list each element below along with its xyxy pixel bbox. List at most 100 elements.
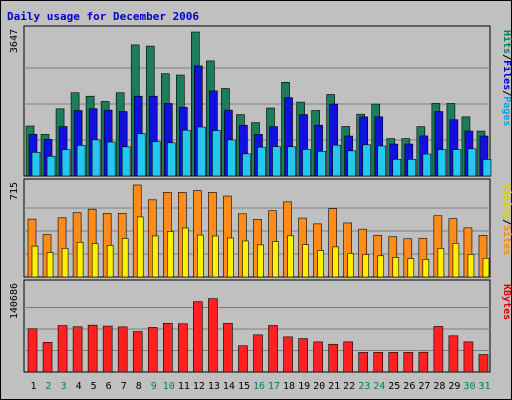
x-tick-18: 18 [283, 381, 295, 392]
x-tick-3: 3 [61, 381, 67, 392]
bar-sites-31 [482, 257, 490, 278]
bar-kbytes-8 [132, 331, 143, 373]
x-tick-11: 11 [178, 381, 190, 392]
panel-max-label: 3647 [9, 29, 20, 53]
chart-title: Daily usage for December 2006 [7, 10, 199, 23]
legend-sites: Sites [501, 225, 512, 255]
bar-kbytes-21 [328, 343, 338, 373]
bar-kbytes-22 [343, 341, 353, 373]
x-tick-31: 31 [478, 381, 490, 392]
bar-pages-16 [257, 146, 266, 177]
panel-legend: KBytes [501, 284, 512, 320]
bar-pages-2 [46, 155, 56, 177]
x-tick-4: 4 [76, 381, 82, 392]
x-tick-29: 29 [448, 381, 460, 392]
bar-pages-20 [317, 151, 326, 177]
bar-sites-8 [136, 216, 144, 278]
bar-sites-25 [392, 257, 400, 278]
legend-hits: Hits [501, 30, 512, 54]
x-tick-15: 15 [238, 381, 250, 392]
bar-sites-4 [76, 241, 84, 278]
x-tick-1: 1 [31, 381, 37, 392]
bar-pages-31 [482, 159, 492, 177]
series-kbytes [27, 298, 489, 373]
bar-kbytes-4 [72, 326, 83, 373]
bar-kbytes-26 [403, 352, 414, 373]
bar-kbytes-7 [117, 326, 128, 373]
x-tick-12: 12 [193, 381, 205, 392]
bar-sites-14 [227, 237, 234, 278]
legend-files: Files [501, 60, 512, 90]
bar-sites-1 [31, 245, 39, 278]
bar-sites-10 [166, 231, 174, 278]
bar-kbytes-2 [42, 341, 53, 373]
bar-sites-7 [121, 238, 129, 278]
x-tick-10: 10 [163, 381, 175, 392]
bar-kbytes-28 [433, 326, 444, 373]
panel-visits: 715 Visits/Sites [9, 178, 512, 278]
bar-pages-9 [151, 141, 161, 177]
x-tick-14: 14 [223, 381, 235, 392]
bar-pages-28 [437, 149, 447, 177]
x-tick-28: 28 [433, 381, 445, 392]
bar-kbytes-16 [253, 334, 263, 373]
x-tick-13: 13 [208, 381, 220, 392]
bar-pages-4 [76, 145, 86, 177]
legend-separator: / [501, 90, 512, 96]
bar-sites-2 [46, 252, 54, 278]
x-tick-24: 24 [373, 381, 385, 392]
bar-sites-12 [197, 234, 204, 278]
bar-pages-7 [121, 146, 131, 177]
bar-sites-16 [257, 244, 264, 278]
legend-pages: Pages [501, 96, 512, 126]
x-tick-25: 25 [388, 381, 400, 392]
bar-sites-23 [362, 254, 370, 278]
bar-kbytes-23 [358, 352, 369, 373]
x-axis-labels: 1 2 3 4 5 6 7 8 9 10 11 12 13 14 15 16 17 18 19 20 21 22 23 24 2… [31, 381, 491, 392]
x-tick-27: 27 [418, 381, 430, 392]
bar-kbytes-13 [208, 298, 218, 373]
bar-kbytes-12 [193, 301, 203, 373]
bar-kbytes-30 [463, 341, 474, 373]
bar-kbytes-31 [478, 354, 489, 373]
panel-legend: Hits/Files/Pages [501, 30, 512, 126]
bar-sites-29 [452, 243, 460, 278]
x-tick-8: 8 [136, 381, 142, 392]
bar-sites-27 [422, 259, 430, 278]
panel-hits: 3647 Hits/Files/Pages [9, 25, 512, 177]
panel-max-label: 715 [9, 182, 20, 200]
legend-separator: / [501, 54, 512, 60]
bar-pages-14 [227, 139, 236, 177]
bar-sites-11 [182, 227, 189, 278]
bar-pages-15 [242, 153, 251, 177]
bar-sites-3 [61, 248, 69, 278]
bar-kbytes-15 [238, 345, 248, 373]
bar-kbytes-5 [87, 324, 98, 373]
x-tick-26: 26 [403, 381, 415, 392]
bar-kbytes-10 [162, 322, 173, 373]
bar-kbytes-9 [147, 327, 158, 373]
bar-pages-17 [272, 146, 281, 177]
bar-kbytes-11 [178, 323, 188, 373]
legend-kbytes: KBytes [501, 284, 512, 320]
x-tick-17: 17 [268, 381, 280, 392]
bar-pages-22 [347, 150, 356, 177]
bar-kbytes-20 [313, 341, 323, 373]
bar-sites-15 [242, 240, 249, 278]
bar-sites-9 [151, 235, 159, 278]
bar-pages-18 [287, 146, 296, 177]
x-tick-6: 6 [106, 381, 112, 392]
bar-pages-11 [182, 129, 191, 177]
bar-sites-22 [347, 253, 354, 278]
bar-pages-10 [166, 142, 176, 177]
bar-sites-6 [106, 245, 114, 278]
bar-pages-13 [212, 130, 221, 177]
x-tick-23: 23 [358, 381, 370, 392]
bar-sites-20 [317, 250, 324, 278]
bar-pages-8 [136, 133, 146, 177]
bar-pages-1 [31, 152, 41, 177]
bar-pages-6 [106, 141, 116, 177]
bar-sites-24 [377, 255, 385, 278]
bar-kbytes-19 [298, 338, 308, 373]
